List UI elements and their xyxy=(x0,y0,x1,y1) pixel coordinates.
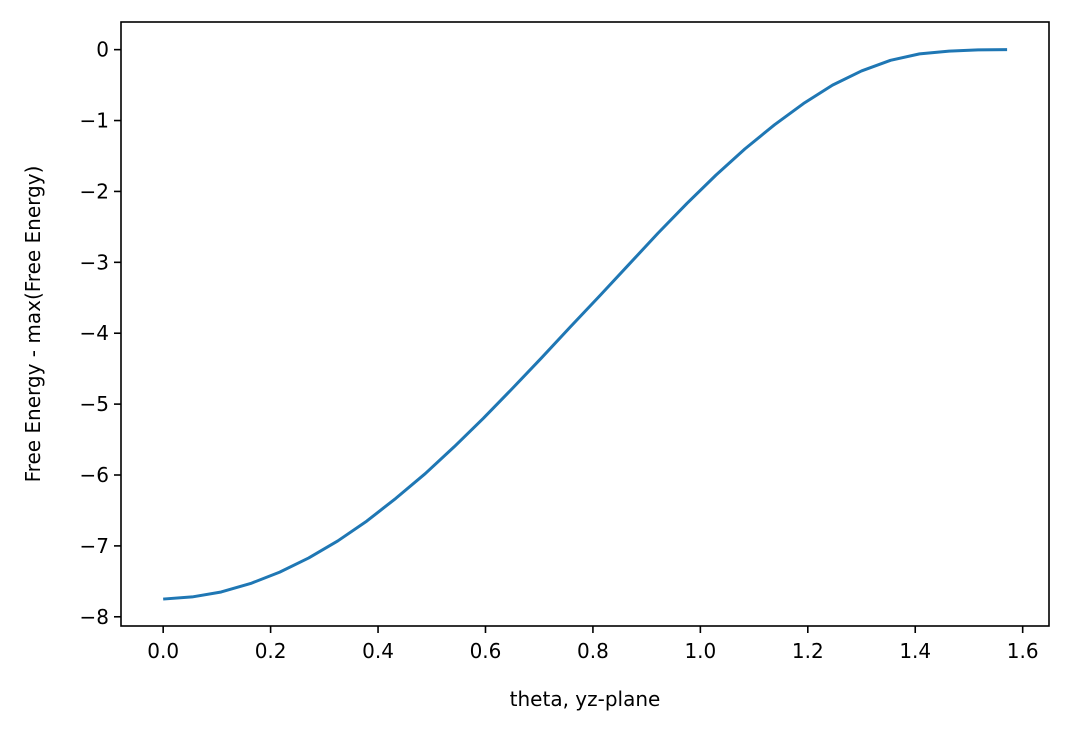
y-tick-label: −2 xyxy=(80,179,109,203)
y-axis-ticks: 0 −1 −2 −3 −4 −5 −6 −7 −8 xyxy=(80,38,121,629)
x-tick-label: 0.2 xyxy=(255,639,287,663)
y-axis-label: Free Energy - max(Free Energy) xyxy=(21,166,45,483)
plot-area xyxy=(163,48,1008,601)
x-axis-label: theta, yz-plane xyxy=(510,687,661,711)
x-tick-label: 1.0 xyxy=(684,639,716,663)
x-tick-label: 0.6 xyxy=(470,639,502,663)
y-tick-label: −4 xyxy=(80,321,109,345)
axes-frame xyxy=(120,21,1050,627)
y-tick-label: −5 xyxy=(80,392,109,416)
x-tick-label: 0.4 xyxy=(362,639,394,663)
y-tick-label: −6 xyxy=(80,463,109,487)
series-line-0 xyxy=(163,48,1008,601)
x-tick-label: 1.6 xyxy=(1007,639,1039,663)
y-tick-label: −7 xyxy=(80,534,109,558)
x-tick-label: 1.2 xyxy=(792,639,824,663)
x-axis-ticks: 0.0 0.2 0.4 0.6 0.8 1.0 1.2 1.4 1.6 xyxy=(147,626,1039,663)
x-tick-label: 0.8 xyxy=(577,639,609,663)
y-tick-label: −3 xyxy=(80,250,109,274)
x-tick-label: 1.4 xyxy=(899,639,931,663)
x-tick-label: 0.0 xyxy=(147,639,179,663)
y-tick-label: −1 xyxy=(80,109,109,133)
y-tick-label: −8 xyxy=(80,605,109,629)
y-tick-label: 0 xyxy=(96,38,109,62)
